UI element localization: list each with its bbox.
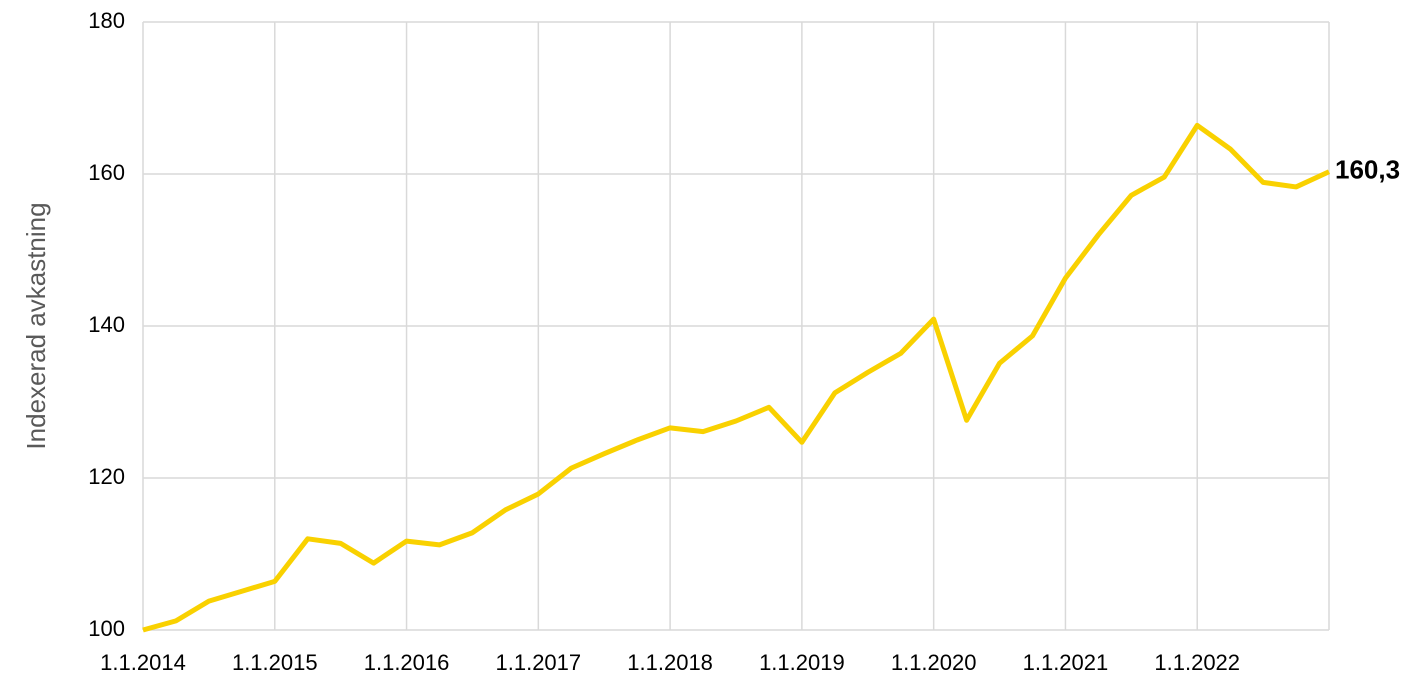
x-tick-label: 1.1.2021: [1023, 650, 1109, 675]
x-tick-label: 1.1.2019: [759, 650, 845, 675]
x-tick-label: 1.1.2018: [627, 650, 713, 675]
y-tick-label: 140: [88, 312, 125, 337]
x-tick-label: 1.1.2014: [100, 650, 186, 675]
x-tick-label: 1.1.2015: [232, 650, 318, 675]
x-tick-label: 1.1.2020: [891, 650, 977, 675]
y-tick-label: 180: [88, 8, 125, 33]
y-tick-label: 120: [88, 464, 125, 489]
x-tick-label: 1.1.2016: [364, 650, 450, 675]
y-tick-label: 100: [88, 616, 125, 641]
x-tick-label: 1.1.2017: [496, 650, 582, 675]
y-tick-label: 160: [88, 160, 125, 185]
data-label: 160,3: [1335, 155, 1400, 185]
y-axis-label: Indexerad avkastning: [21, 202, 51, 449]
series-line: [142, 122, 1331, 633]
x-tick-label: 1.1.2022: [1154, 650, 1240, 675]
